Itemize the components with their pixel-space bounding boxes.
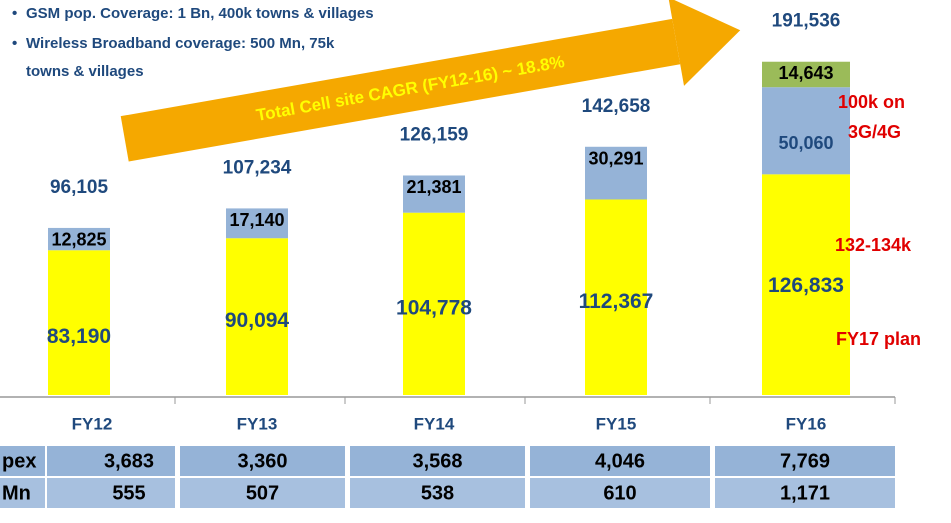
bar-segment bbox=[403, 212, 465, 395]
x-tick-label: FY13 bbox=[237, 414, 278, 433]
annotation: 100k on bbox=[838, 92, 905, 112]
table-text: 610 bbox=[603, 482, 636, 504]
bar-segment bbox=[48, 227, 110, 251]
x-tick-label: FY16 bbox=[786, 414, 827, 433]
cagr-arrow: Total Cell site CAGR (FY12-16) ~ 18.8% bbox=[120, 0, 741, 162]
bar-segment bbox=[762, 61, 850, 88]
table-text: Mn bbox=[2, 482, 31, 504]
note: Wireless Broadband coverage: 500 Mn, 75k bbox=[26, 35, 335, 52]
value-label: 104,778 bbox=[396, 296, 472, 319]
bar-segment bbox=[403, 175, 465, 213]
bar-segment bbox=[585, 199, 647, 395]
bullet: • bbox=[12, 5, 17, 22]
table-text: pex bbox=[2, 450, 36, 472]
bar-segment bbox=[48, 250, 110, 395]
table-text: 1,171 bbox=[780, 482, 830, 504]
value-label: 17,140 bbox=[229, 210, 284, 230]
annotation: 3G/4G bbox=[848, 122, 901, 142]
table-text: 538 bbox=[421, 482, 454, 504]
table-cell bbox=[0, 446, 45, 476]
annotation: FY17 plan bbox=[836, 329, 921, 349]
table-text: 7,769 bbox=[780, 450, 830, 472]
bar-segment bbox=[226, 238, 288, 395]
total-label: 142,658 bbox=[582, 96, 651, 117]
table-text: 3,360 bbox=[237, 450, 287, 472]
table-cell bbox=[180, 446, 345, 476]
value-label: 112,367 bbox=[579, 290, 654, 313]
note: towns & villages bbox=[26, 63, 144, 80]
table-text: 555 bbox=[112, 482, 145, 504]
table-cell bbox=[47, 446, 175, 476]
value-label: 126,833 bbox=[768, 274, 844, 297]
table-cell bbox=[715, 446, 895, 476]
total-label: 96,105 bbox=[50, 177, 109, 198]
arrow-shaft bbox=[120, 18, 681, 162]
value-label: 14,643 bbox=[778, 63, 833, 83]
value-label: 83,190 bbox=[47, 325, 111, 348]
table-cell bbox=[350, 446, 525, 476]
value-label: 21,381 bbox=[406, 177, 461, 197]
note: GSM pop. Coverage: 1 Bn, 400k towns & vi… bbox=[26, 5, 374, 22]
table-text: 507 bbox=[246, 482, 279, 504]
total-label: 126,159 bbox=[400, 124, 469, 145]
table-cell bbox=[180, 478, 345, 508]
table-text: 4,046 bbox=[595, 450, 645, 472]
value-label: 12,825 bbox=[51, 230, 106, 250]
table-cell bbox=[530, 446, 710, 476]
table-cell bbox=[715, 478, 895, 508]
table-cell bbox=[47, 478, 175, 508]
bar-segment bbox=[762, 87, 850, 175]
bar-segment bbox=[226, 208, 288, 239]
bar-segment bbox=[762, 174, 850, 395]
x-tick-label: FY15 bbox=[596, 414, 637, 433]
annotation: 132-134k bbox=[835, 235, 912, 255]
value-label: 50,060 bbox=[778, 133, 833, 153]
bar-segment bbox=[585, 146, 647, 200]
value-label: 30,291 bbox=[588, 149, 643, 169]
total-label: 191,536 bbox=[772, 11, 841, 32]
table-cell bbox=[350, 478, 525, 508]
bullet: • bbox=[12, 35, 17, 52]
table-cell bbox=[530, 478, 710, 508]
table-text: 3,568 bbox=[412, 450, 462, 472]
total-label: 107,234 bbox=[223, 157, 292, 178]
arrow-head bbox=[668, 0, 741, 86]
table-text: 3,683 bbox=[104, 450, 154, 472]
x-tick-label: FY12 bbox=[72, 414, 113, 433]
x-tick-label: FY14 bbox=[414, 414, 455, 433]
value-label: 90,094 bbox=[225, 309, 290, 332]
table-cell bbox=[0, 478, 45, 508]
